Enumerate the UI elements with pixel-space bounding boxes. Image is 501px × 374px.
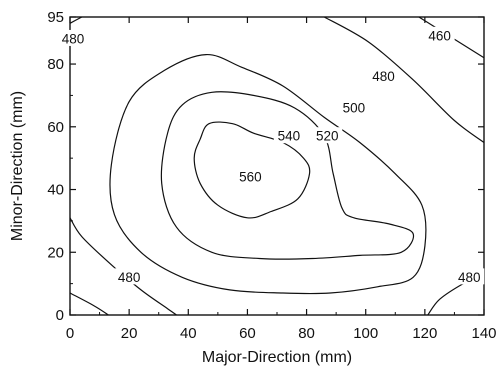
contour-label: 480 <box>62 31 85 46</box>
x-tick-label: 120 <box>412 325 437 342</box>
y-axis-title: Minor-Direction (mm) <box>9 91 26 241</box>
x-tick-label: 20 <box>121 325 138 342</box>
contour-label-bg <box>235 167 266 184</box>
tick-labels: 0 20 40 60 80 100 120 140 0 20 40 60 80 95 <box>47 9 496 342</box>
contour-label-bg <box>273 127 304 144</box>
y-tick-label: 0 <box>56 307 64 324</box>
contour-line-480 <box>69 16 83 24</box>
contour-label-bg <box>368 67 399 84</box>
x-tick-label: 100 <box>353 325 378 342</box>
contour-line-480 <box>69 292 109 316</box>
contour-label: 480 <box>458 270 481 285</box>
x-tick-label: 40 <box>180 325 197 342</box>
contour-label: 500 <box>343 100 366 115</box>
contour-label: 480 <box>372 69 395 84</box>
x-tick-label: 80 <box>298 325 315 342</box>
x-axis-title: Major-Direction (mm) <box>202 349 352 366</box>
contour-label: 480 <box>118 270 141 285</box>
y-tick-label: 60 <box>47 119 64 136</box>
y-tick-label: 40 <box>47 182 64 199</box>
contour-label: 560 <box>239 169 262 184</box>
contour-line-520 <box>160 91 415 260</box>
x-tick-label: 0 <box>66 325 74 342</box>
y-tick-label: 20 <box>47 244 64 261</box>
y-tick-label: 80 <box>47 56 64 73</box>
contour-line-480 <box>324 16 485 143</box>
contour-label-bg <box>312 127 343 144</box>
contour-label-bg <box>454 268 485 285</box>
x-tick-label: 60 <box>239 325 256 342</box>
contour-line-540 <box>193 121 311 219</box>
contour-label-bg <box>57 29 88 46</box>
contour-label-bg <box>114 268 145 285</box>
contour-label: 460 <box>428 28 451 43</box>
x-tick-label: 140 <box>471 325 496 342</box>
contour-label-bg <box>338 98 369 115</box>
contour-labels: 480 460 480 500 540 520 560 480 480 <box>57 26 485 285</box>
contour-label-bg <box>424 26 455 43</box>
contour-line-500 <box>109 53 427 295</box>
contour-label: 520 <box>316 129 339 144</box>
contour-label: 540 <box>278 129 301 144</box>
y-tick-label: 95 <box>47 9 64 26</box>
